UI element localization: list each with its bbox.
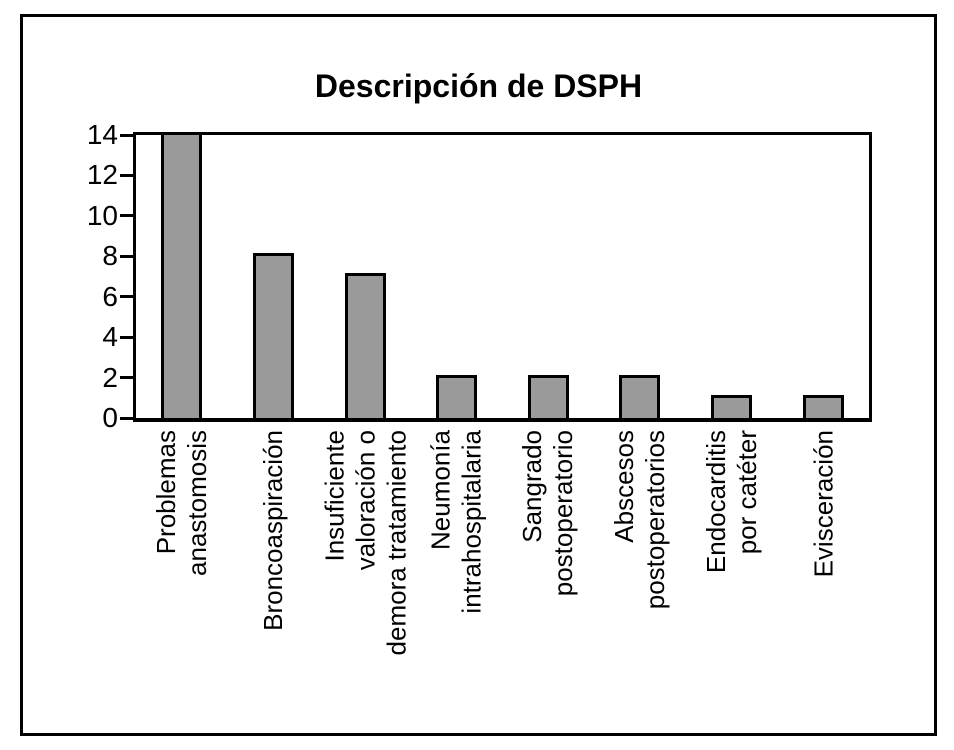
bar xyxy=(711,395,752,418)
plot-area xyxy=(133,132,872,422)
chart-title: Descripción de DSPH xyxy=(314,68,643,104)
bar xyxy=(436,375,477,418)
bar xyxy=(253,253,294,418)
figure-border xyxy=(20,14,937,736)
bar xyxy=(528,375,569,418)
bar xyxy=(619,375,660,418)
bar xyxy=(803,395,844,418)
bar xyxy=(345,273,386,418)
bar xyxy=(161,132,202,418)
bars-container xyxy=(136,132,869,418)
